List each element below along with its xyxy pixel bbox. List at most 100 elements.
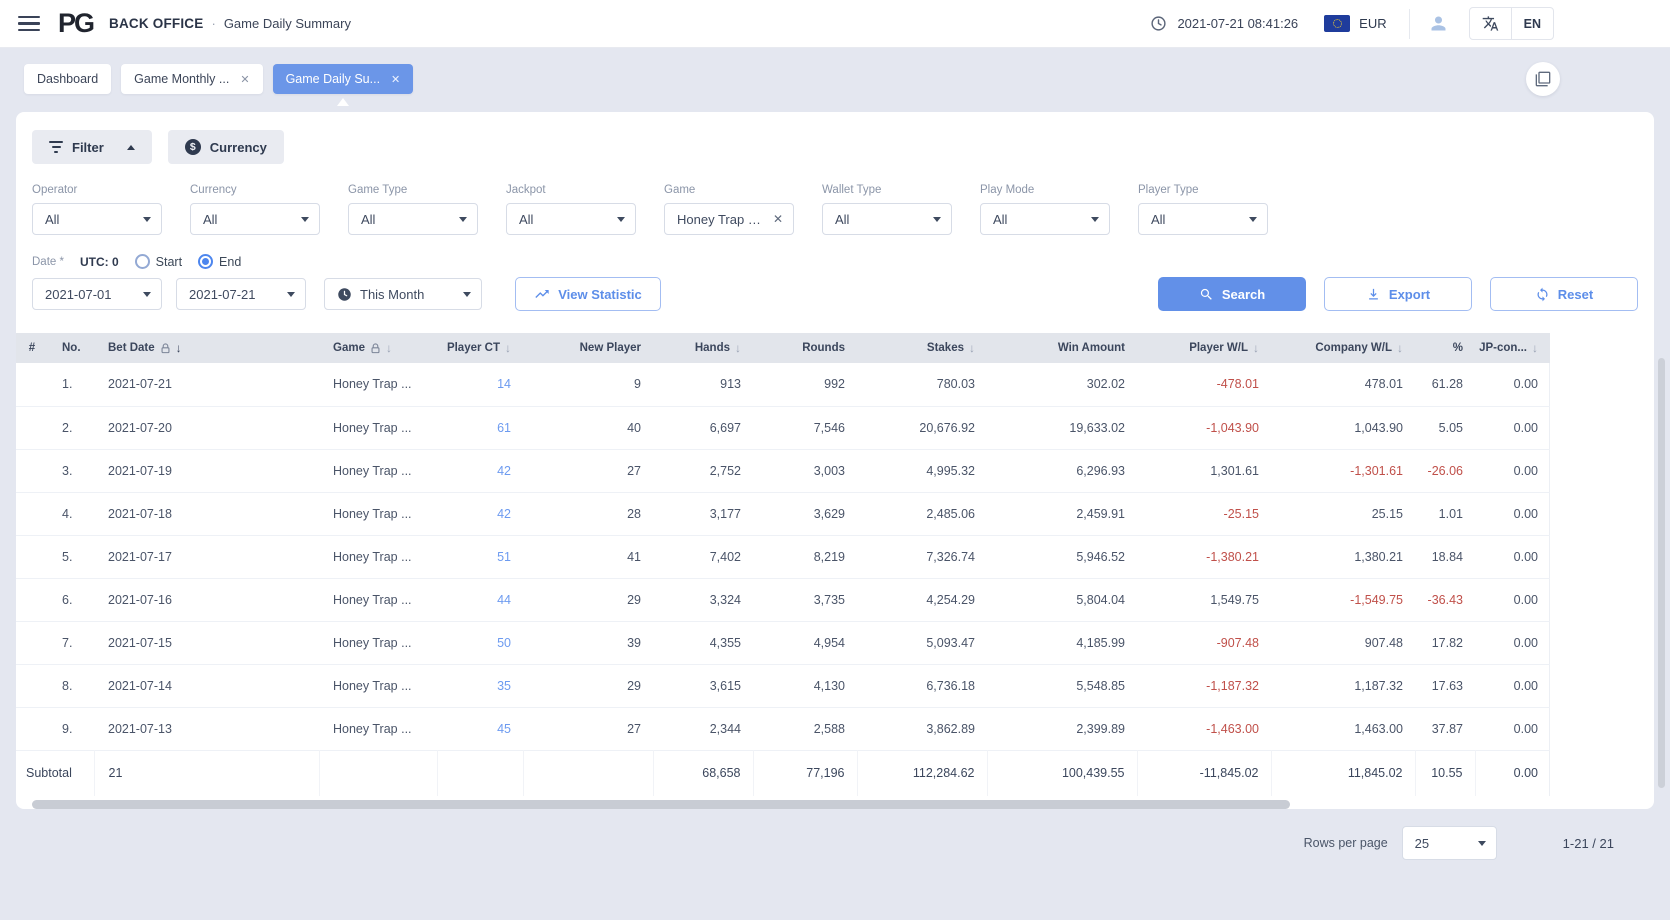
- col-header-hash: #: [16, 333, 48, 363]
- col-header-jp_con[interactable]: JP-con... ↓: [1475, 333, 1550, 363]
- col-header-stakes[interactable]: Stakes ↓: [857, 333, 987, 363]
- cell-pct: 1.01: [1438, 506, 1463, 521]
- cell-player_ct[interactable]: 42: [497, 506, 511, 521]
- cell-player_ct[interactable]: 44: [497, 592, 511, 607]
- end-date-value: 2021-07-21: [189, 286, 256, 302]
- cell-hands: 2,752: [709, 463, 741, 478]
- filter-toggle-button[interactable]: Filter: [32, 130, 152, 164]
- col-header-company_wl[interactable]: Company W/L ↓: [1271, 333, 1415, 363]
- col-header-hands[interactable]: Hands ↓: [653, 333, 753, 363]
- table-row: 1. 2021-07-21 Honey Trap ... 14 9 913 992 780.0…: [16, 363, 1550, 406]
- radio-start[interactable]: Start: [134, 254, 182, 269]
- cell-jp_con: 0.00: [1513, 463, 1538, 478]
- translate-icon[interactable]: [1470, 8, 1511, 39]
- cell-player_ct[interactable]: 35: [497, 678, 511, 693]
- col-header-player_wl[interactable]: Player W/L ↓: [1137, 333, 1271, 363]
- col-header-game[interactable]: Game ↓: [319, 333, 437, 363]
- filter-field-operator: Operator All: [32, 184, 162, 235]
- end-date-picker[interactable]: 2021-07-21: [176, 278, 306, 310]
- chevron-down-icon: [463, 291, 471, 297]
- search-button[interactable]: Search: [1158, 277, 1306, 311]
- clear-icon[interactable]: ✕: [772, 212, 783, 226]
- cell-player_ct[interactable]: 61: [497, 420, 511, 435]
- cell-player_ct[interactable]: 51: [497, 549, 511, 564]
- currency-code[interactable]: EUR: [1359, 16, 1387, 31]
- tab-label: Game Monthly ...: [134, 72, 230, 86]
- tab-dashboard[interactable]: Dashboard: [24, 64, 112, 94]
- start-date-picker[interactable]: 2021-07-01: [32, 278, 162, 310]
- cell-rounds: 4,130: [813, 678, 845, 693]
- filter-select-play-mode[interactable]: All: [980, 203, 1110, 235]
- cell-player_ct[interactable]: 42: [497, 463, 511, 478]
- chevron-down-icon: [143, 291, 151, 297]
- subtotal-win_amount: 100,439.55: [986, 750, 1137, 796]
- cell-player_wl: -907.48: [1216, 635, 1259, 650]
- sort-arrow-icon[interactable]: ↓: [175, 341, 182, 355]
- expand-tabs-button[interactable]: [1526, 62, 1560, 96]
- tab-bar: Dashboard Game Monthly ... ✕ Game Daily Su.…: [0, 48, 1670, 112]
- cell-stakes: 7,326.74: [926, 549, 975, 564]
- eu-flag-icon[interactable]: [1324, 15, 1351, 32]
- date-field-label: Date *: [32, 255, 64, 268]
- sort-arrow-icon[interactable]: ↓: [1532, 341, 1538, 355]
- cell-no: 1.: [62, 377, 73, 392]
- export-button[interactable]: Export: [1324, 277, 1472, 311]
- col-header-bet_date[interactable]: Bet Date ↓: [94, 333, 319, 363]
- menu-icon[interactable]: [18, 15, 40, 32]
- cell-new_player: 27: [627, 463, 641, 478]
- tab-label: Game Daily Su...: [285, 72, 381, 86]
- chevron-down-icon: [143, 216, 151, 222]
- radio-end[interactable]: End: [198, 254, 241, 269]
- cell-hash: [16, 707, 48, 750]
- cell-hands: 7,402: [709, 549, 741, 564]
- active-tab-notch: [336, 98, 349, 106]
- sort-arrow-icon[interactable]: ↓: [505, 341, 511, 355]
- filter-select-operator[interactable]: All: [32, 203, 162, 235]
- cell-hands: 4,355: [709, 635, 741, 650]
- close-icon[interactable]: ✕: [240, 73, 250, 86]
- filter-select-currency[interactable]: All: [190, 203, 320, 235]
- vertical-scrollbar[interactable]: [1658, 358, 1665, 788]
- filter-select-game-type[interactable]: All: [348, 203, 478, 235]
- cell-hands: 913: [720, 377, 741, 392]
- cell-jp_con: 0.00: [1513, 506, 1538, 521]
- view-statistic-button[interactable]: View Statistic: [515, 277, 661, 311]
- table-row: 8. 2021-07-14 Honey Trap ... 35 29 3,615 4,130…: [16, 664, 1550, 707]
- filter-select-game[interactable]: Honey Trap o... ✕: [664, 203, 794, 235]
- cell-game: Honey Trap ...: [333, 377, 412, 392]
- sort-arrow-icon[interactable]: ↓: [735, 341, 741, 355]
- subtotal-new_player: [522, 750, 653, 796]
- pagination-footer: Rows per page 25 1-21 / 21: [0, 826, 1670, 860]
- filter-select-jackpot[interactable]: All: [506, 203, 636, 235]
- currency-toggle-button[interactable]: $ Currency: [167, 130, 284, 164]
- rows-per-page-select[interactable]: 25: [1401, 826, 1497, 860]
- filter-field-play-mode: Play Mode All: [980, 184, 1110, 235]
- rows-per-page-label: Rows per page: [1303, 836, 1388, 850]
- sort-arrow-icon[interactable]: ↓: [385, 341, 392, 355]
- cell-hash: [16, 535, 48, 578]
- chevron-down-icon: [933, 216, 941, 222]
- filter-select-wallet-type[interactable]: All: [822, 203, 952, 235]
- cell-new_player: 27: [627, 721, 641, 736]
- close-icon[interactable]: ✕: [391, 73, 401, 86]
- chevron-down-icon: [459, 216, 467, 222]
- cell-game: Honey Trap ...: [333, 592, 412, 607]
- reset-button[interactable]: Reset: [1490, 277, 1638, 311]
- horizontal-scrollbar[interactable]: [32, 800, 1290, 809]
- tab-game-monthly[interactable]: Game Monthly ... ✕: [121, 64, 263, 94]
- user-icon[interactable]: [1428, 13, 1449, 34]
- cell-no: 6.: [62, 592, 73, 607]
- col-header-win_amount: Win Amount: [987, 333, 1137, 363]
- date-preset-select[interactable]: This Month: [324, 278, 482, 310]
- cell-player_ct[interactable]: 45: [497, 721, 511, 736]
- filter-select-player-type[interactable]: All: [1138, 203, 1268, 235]
- brand-logo: PG: [58, 8, 95, 38]
- cell-player_ct[interactable]: 50: [497, 635, 511, 650]
- sort-arrow-icon[interactable]: ↓: [969, 341, 975, 355]
- sort-arrow-icon[interactable]: ↓: [1253, 341, 1259, 355]
- col-header-player_ct[interactable]: Player CT ↓: [437, 333, 523, 363]
- sort-arrow-icon[interactable]: ↓: [1397, 341, 1403, 355]
- language-code[interactable]: EN: [1510, 8, 1553, 39]
- cell-player_ct[interactable]: 14: [497, 377, 511, 392]
- tab-game-daily-su[interactable]: Game Daily Su... ✕: [272, 64, 414, 106]
